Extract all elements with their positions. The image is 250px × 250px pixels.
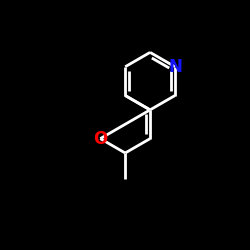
Text: O: O xyxy=(93,130,108,148)
Text: N: N xyxy=(168,58,182,76)
